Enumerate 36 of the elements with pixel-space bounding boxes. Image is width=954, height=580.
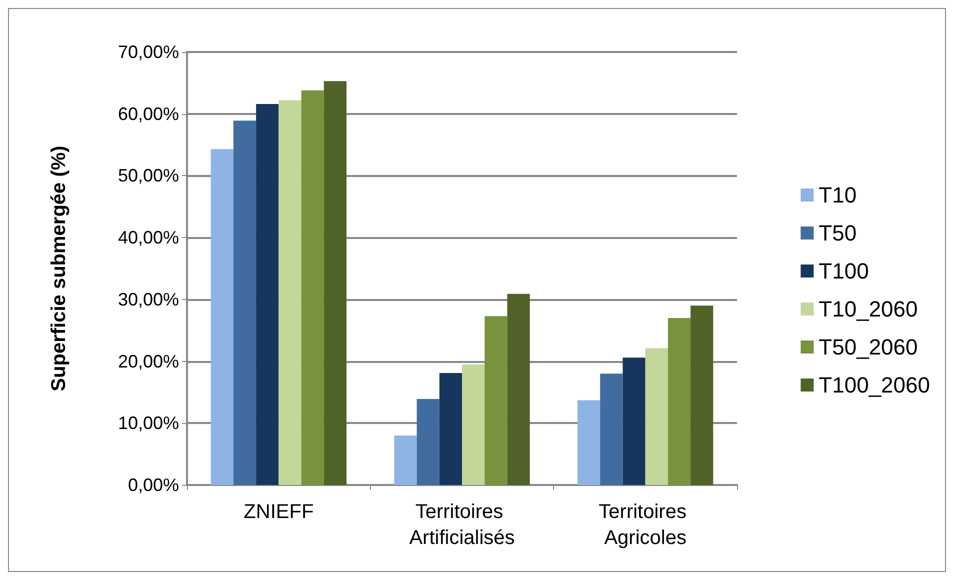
bar <box>233 120 256 485</box>
y-tick-label: 0,00% <box>128 475 179 495</box>
legend-label: T10_2060 <box>818 296 918 322</box>
bar <box>439 373 462 485</box>
bar <box>668 318 691 485</box>
y-tick-label: 60,00% <box>118 104 179 124</box>
bar <box>507 294 530 485</box>
x-tick-label: ZNIEFF <box>244 501 314 523</box>
bar <box>645 348 668 485</box>
bar <box>462 364 485 485</box>
y-tick-label: 20,00% <box>118 351 179 372</box>
y-axis-title: Superficie submergée (%) <box>48 146 70 392</box>
bar <box>600 374 623 485</box>
legend-label: T100_2060 <box>818 372 930 398</box>
bar <box>256 104 279 485</box>
y-tick-label: 40,00% <box>118 228 179 248</box>
y-tick-label: 50,00% <box>118 166 179 186</box>
bar <box>578 400 600 485</box>
bar <box>416 399 440 485</box>
y-tick-label: 70,00% <box>118 42 179 62</box>
bar <box>210 149 234 485</box>
bar <box>622 358 646 485</box>
legend-label: T50_2060 <box>818 334 918 360</box>
bar <box>324 81 346 485</box>
legend-label: T10 <box>818 182 857 208</box>
x-tick-label: Territoires Artificialisés <box>409 501 515 549</box>
bar <box>278 100 302 485</box>
x-tick-label: Territoires Agricoles <box>598 501 692 549</box>
legend-label: T100 <box>818 258 869 284</box>
y-tick-label: 10,00% <box>118 413 179 434</box>
bar <box>301 90 324 485</box>
legend-label: T50 <box>818 220 857 246</box>
y-tick-label: 30,00% <box>118 289 179 310</box>
bar <box>394 436 417 485</box>
bar <box>484 316 508 485</box>
bar <box>690 306 714 485</box>
